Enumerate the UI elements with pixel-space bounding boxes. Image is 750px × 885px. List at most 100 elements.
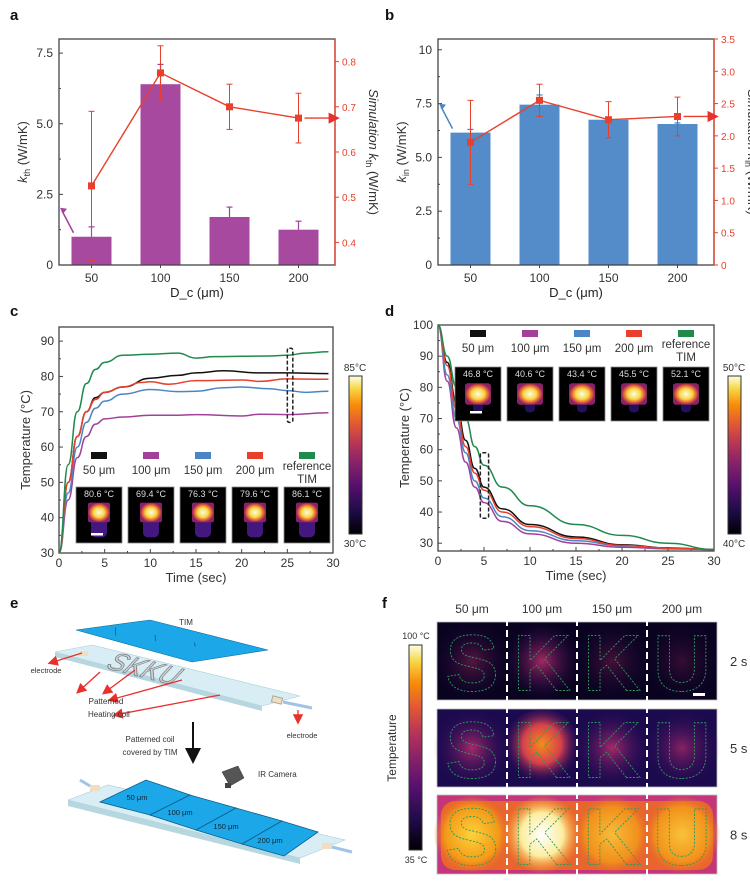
- y-right-tick-label: 2.5: [721, 100, 735, 111]
- inset-temperature: 76.3 °C: [188, 489, 219, 499]
- y-tick-label: 40: [420, 505, 434, 519]
- ir-camera-lens-icon: [225, 783, 231, 788]
- tim-label: TIM: [179, 618, 193, 627]
- simulation-point-150: [605, 116, 612, 124]
- simulation-line: [90, 71, 299, 187]
- column-label: 200 μm: [662, 602, 702, 616]
- x-axis-label: D_c (μm): [549, 285, 603, 300]
- legend-swatch-3: [247, 452, 263, 459]
- simulation-point-100: [157, 69, 164, 77]
- bar-100: [140, 84, 181, 265]
- series-line-150-um: [58, 386, 329, 554]
- simulation-point-200: [674, 112, 681, 120]
- letter-outline-0: S: [445, 619, 498, 708]
- bar-150: [588, 119, 629, 265]
- simulation-line: [470, 99, 678, 143]
- legend-swatch-4: [299, 452, 315, 459]
- inset-temperature: 43.4 °C: [567, 369, 598, 379]
- series-line-reference-TIM: [58, 350, 329, 554]
- y-axis-label-text: Temperature (°C): [18, 390, 33, 490]
- tim-pad-label: 200 μm: [257, 836, 282, 845]
- y-right-tick-label: 0.7: [342, 103, 356, 114]
- x-tick-label-150: 150: [598, 271, 618, 285]
- legend-swatch-1: [522, 330, 538, 337]
- inset-hot-pad: [621, 383, 647, 405]
- simulation-point-100: [536, 96, 543, 104]
- inset-hot-pad: [192, 502, 214, 523]
- colorbar-max-label: 85°C: [344, 363, 366, 374]
- legend-label: 150 μm: [563, 343, 602, 355]
- x-tick-label-50: 50: [85, 271, 99, 285]
- y-tick-label: 5.0: [36, 117, 53, 131]
- scale-bar: [693, 693, 705, 696]
- letter-outline-0: S: [445, 793, 499, 883]
- series-line-100-um: [437, 324, 715, 551]
- simulation-point-200: [295, 114, 302, 122]
- colorbar: [408, 644, 423, 851]
- legend-label: 200 μm: [236, 465, 275, 477]
- left-axis-arrowhead-icon: [439, 103, 446, 110]
- x-tick-label-150: 150: [219, 271, 239, 285]
- y-right-tick-label: 0.4: [342, 238, 356, 249]
- letter-outline-2: K: [583, 706, 640, 795]
- y-right-tick-label: 1.0: [721, 196, 735, 207]
- y-right-tick-label: 1.5: [721, 164, 735, 175]
- scale-bar: [91, 533, 103, 536]
- y-tick-label: 80: [420, 380, 434, 394]
- x-tick-label: 30: [326, 556, 340, 570]
- inset-hot-pad: [296, 502, 318, 523]
- electrode-wire: [331, 845, 353, 854]
- y-axis-label: kth (W/mK): [15, 121, 32, 183]
- tim-pad-3: [240, 820, 319, 857]
- pointer-arrow-icon: [76, 671, 101, 694]
- letter-outline-2: K: [583, 619, 640, 708]
- y-tick-label: 70: [420, 412, 434, 426]
- x-tick-label: 10: [144, 556, 158, 570]
- y-tick-label: 5.0: [415, 150, 432, 164]
- y-tick-label: 50: [41, 475, 55, 489]
- plot-frame: [437, 324, 715, 552]
- inset-lead: [91, 517, 107, 538]
- column-label: 50 μm: [455, 602, 489, 616]
- thermal-glow: [503, 622, 581, 700]
- tim-divider: [194, 642, 196, 647]
- left-axis-arrowhead-icon: [60, 207, 67, 214]
- dashed-highlight-box: [479, 452, 490, 520]
- inset-temperature: 46.8 °C: [463, 369, 494, 379]
- letter-outline-3: U: [653, 706, 710, 795]
- y-axis-label: Temperature (°C): [18, 390, 33, 490]
- legend-swatch-0: [470, 330, 486, 337]
- inset-hot-pad: [465, 383, 491, 405]
- series-line-100-um: [58, 412, 329, 554]
- colorbar-max-label: 50°C: [723, 363, 745, 374]
- chart-a: 50 100 150 200 0 2.5 5.0 7.5 0.4 0.5 0.6 0.7 0.8 D_c …: [15, 38, 381, 300]
- bar-150: [209, 216, 250, 265]
- inset-hot-pad: [244, 502, 266, 523]
- thermal-glow: [643, 622, 721, 700]
- electrode-label-left: electrode: [31, 666, 62, 675]
- column-label: 100 μm: [522, 602, 562, 616]
- legend-label: reference TIM: [283, 461, 332, 486]
- colorbar-min-label: 40°C: [723, 539, 745, 550]
- x-tick-label-50: 50: [464, 271, 478, 285]
- y-right-tick-label: 3.0: [721, 67, 735, 78]
- x-tick-label: 15: [189, 556, 203, 570]
- x-tick-label-100: 100: [150, 271, 170, 285]
- inset-hot-pad: [569, 383, 595, 405]
- inset-lead: [299, 517, 315, 538]
- chart-b: 50 100 150 20002.55.07.51000.51.01.52.02.53…: [394, 35, 750, 300]
- legend-label: reference TIM: [662, 339, 711, 364]
- panel-label-e: e: [10, 595, 18, 612]
- y-tick-label: 10: [419, 43, 433, 57]
- legend-label: 50 μm: [83, 465, 115, 477]
- inset-temperature: 79.6 °C: [240, 489, 271, 499]
- y-tick-label: 60: [41, 440, 55, 454]
- scale-bar: [470, 411, 482, 414]
- thermal-glow: [573, 709, 651, 787]
- inset-temperature: 86.1 °C: [292, 489, 323, 499]
- coil-label-line2: Heating coil: [88, 710, 130, 719]
- pointer-arrow-icon: [112, 694, 221, 719]
- simulation-point-50: [88, 182, 95, 190]
- panel-label-b: b: [385, 7, 394, 24]
- step-label-line2: covered by TIM: [123, 748, 178, 757]
